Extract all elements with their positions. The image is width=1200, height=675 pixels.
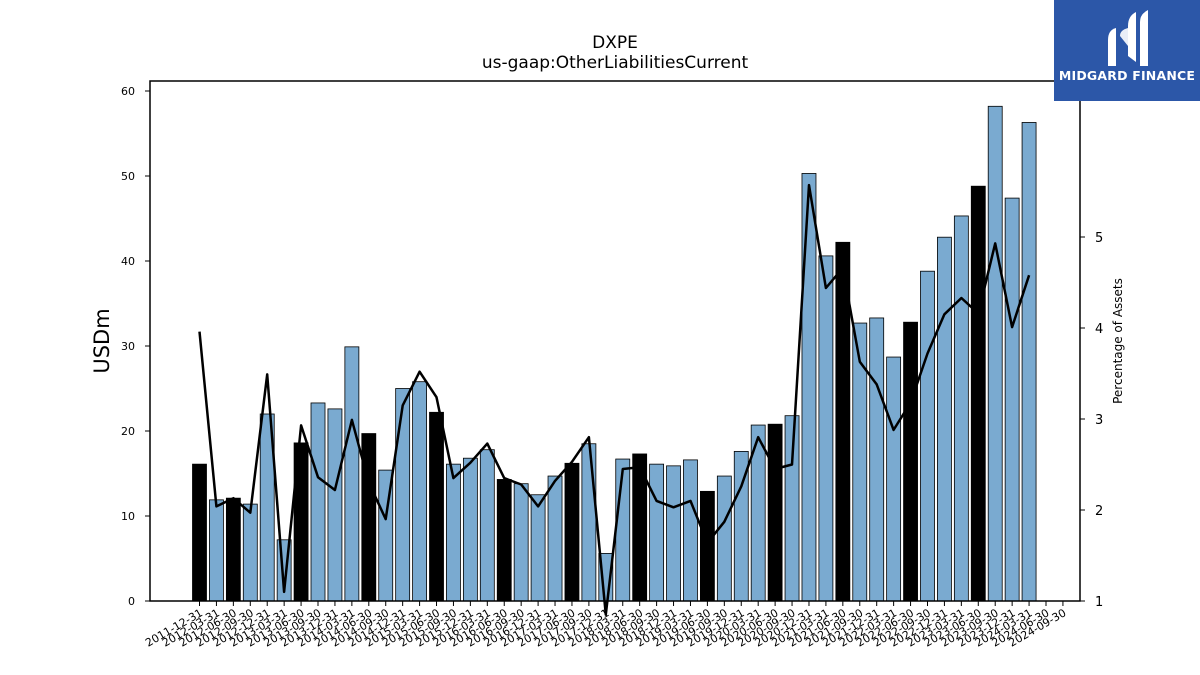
- logo: MIDGARD FINANCE: [1054, 0, 1200, 101]
- bar: [1021, 122, 1037, 602]
- bar: [327, 408, 343, 602]
- y2-tick-label: 3: [1095, 413, 1103, 428]
- logo-text: MIDGARD FINANCE: [1058, 68, 1196, 83]
- bar: [446, 463, 461, 602]
- bar: [547, 475, 563, 602]
- bar: [395, 388, 411, 602]
- y-tick-label: 40: [121, 255, 135, 268]
- logo-mark-icon: [1108, 10, 1148, 66]
- bar: [429, 411, 444, 602]
- y-tick-label: 30: [121, 340, 135, 353]
- bar: [920, 270, 935, 602]
- bar: [869, 317, 885, 602]
- bars-layer: [192, 105, 1037, 602]
- bar: [462, 457, 478, 602]
- bar: [242, 503, 258, 602]
- y-tick-label: 20: [121, 425, 135, 438]
- bar: [767, 423, 783, 602]
- bar: [361, 433, 377, 602]
- bar: [496, 479, 512, 602]
- y2-tick-label: 2: [1095, 504, 1103, 519]
- bar: [970, 185, 986, 602]
- y2-tick-label: 4: [1095, 322, 1103, 337]
- y2-tick-label: 1: [1095, 595, 1103, 610]
- bar: [716, 475, 732, 602]
- bar: [700, 490, 715, 602]
- bar: [479, 449, 495, 602]
- bar: [987, 105, 1003, 602]
- bar: [192, 463, 207, 602]
- bar: [937, 236, 952, 602]
- y-tick-label: 10: [121, 510, 135, 523]
- bar: [310, 402, 326, 602]
- y-tick-label: 50: [121, 170, 135, 183]
- bar: [412, 381, 427, 602]
- y-axis-label: USDm: [90, 308, 114, 374]
- bar: [513, 483, 529, 602]
- bar: [666, 465, 681, 602]
- line-layer: [198, 183, 1031, 616]
- bar: [818, 255, 834, 602]
- chart-subtitle: us-gaap:OtherLiabilitiesCurrent: [481, 53, 749, 73]
- plot-frame: [149, 80, 1081, 602]
- y-tick-label: 60: [121, 85, 135, 98]
- bar: [886, 356, 902, 602]
- y2-axis-label: Percentage of Assets: [1111, 278, 1125, 404]
- bar: [581, 443, 597, 602]
- bar: [615, 458, 631, 602]
- bar: [953, 215, 969, 602]
- y2-tick-label: 5: [1095, 231, 1103, 246]
- bar: [344, 346, 360, 602]
- bar: [683, 459, 698, 602]
- bar: [564, 462, 580, 602]
- bar: [1004, 197, 1020, 602]
- bar: [225, 497, 241, 602]
- axes-layer: 0102030405060123452011-12-312012-03-3120…: [121, 80, 1103, 650]
- bar: [903, 321, 918, 602]
- bar: [852, 322, 868, 602]
- chart-title: DXPE: [592, 33, 638, 53]
- bar: [801, 173, 817, 602]
- bar: [649, 463, 665, 602]
- y-tick-label: 0: [128, 595, 135, 608]
- pct-assets-line: [198, 183, 1031, 616]
- bar: [209, 499, 224, 602]
- bar: [530, 494, 546, 602]
